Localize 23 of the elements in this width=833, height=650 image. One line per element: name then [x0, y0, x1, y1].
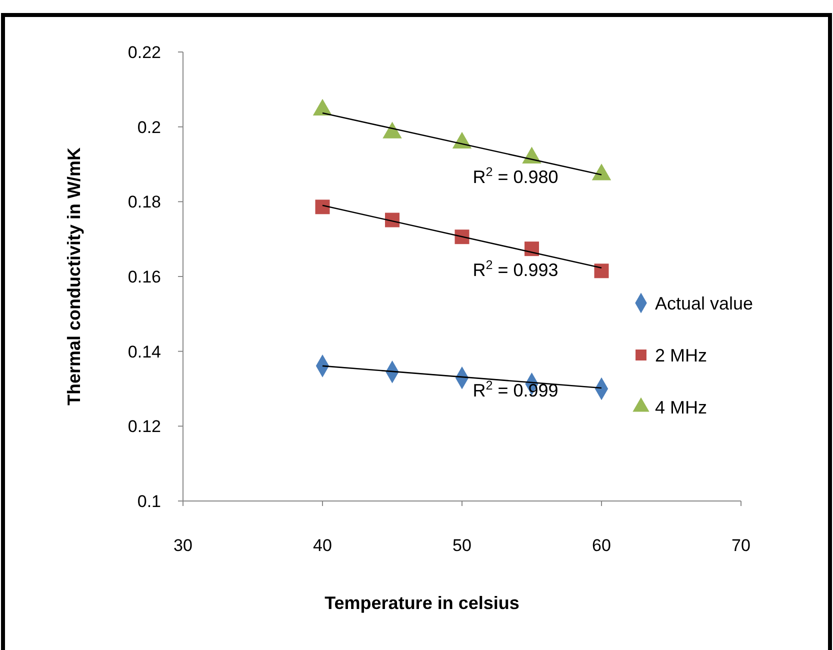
y-tick-label: 0.18 [128, 192, 161, 212]
legend-label: 2 MHz [655, 345, 708, 366]
y-tick-label: 0.16 [128, 267, 161, 286]
x-tick-label: 70 [732, 536, 750, 555]
y-axis-title: Thermal conductivity in W/mK [64, 147, 84, 406]
y-tick-label: 0.2 [137, 118, 161, 137]
x-tick-label: 40 [313, 536, 332, 555]
legend-label: Actual value [655, 293, 754, 314]
x-tick-label: 60 [592, 536, 611, 555]
y-tick-label: 0.14 [128, 342, 161, 362]
x-tick-label: 30 [174, 536, 192, 555]
legend-label: 4 MHz [655, 397, 708, 418]
point [382, 122, 402, 138]
annotation: R$^{2}$ = 0.993 [472, 258, 558, 280]
y-tick-label: 0.12 [128, 417, 161, 436]
x-axis-title: Temperature in celsius [324, 593, 520, 613]
y-tick-label: 0.22 [128, 42, 161, 62]
point [594, 264, 609, 278]
point [592, 164, 612, 180]
annotation: R$^{2}$ = 0.980 [472, 165, 558, 188]
y-tick-label: 0.1 [137, 492, 161, 511]
x-tick-label: 50 [452, 536, 472, 555]
point [312, 98, 332, 116]
